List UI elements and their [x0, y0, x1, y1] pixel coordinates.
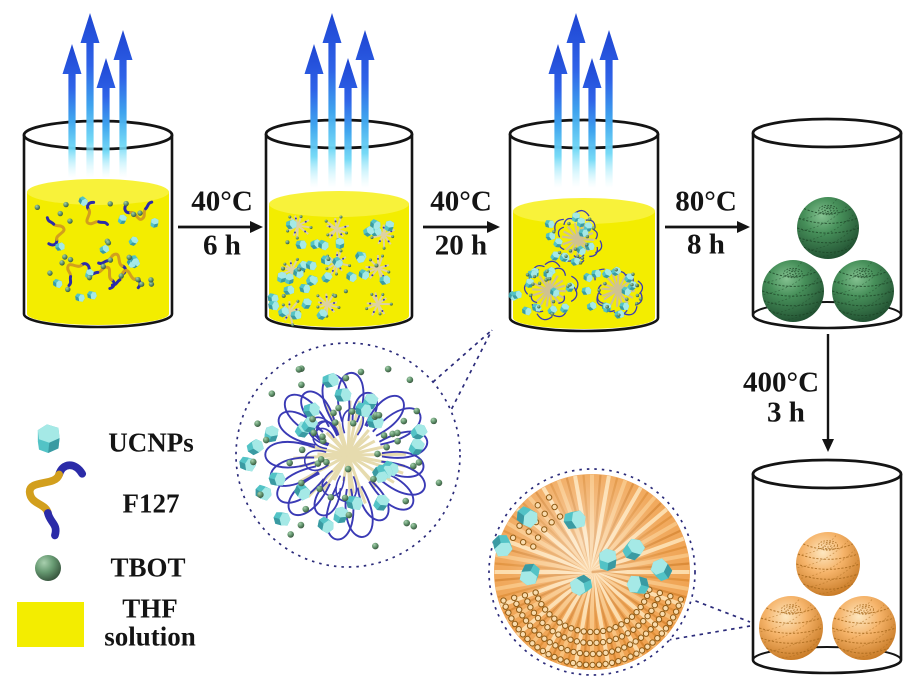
f127-chain-icon	[25, 461, 87, 540]
beaker-large-micelles-contents	[508, 209, 644, 321]
evaporation-arrows-3	[548, 13, 619, 188]
beaker-mixture-contents	[34, 196, 159, 302]
legend-label-thf: THF solution	[104, 593, 196, 652]
legend-label-tbot: TBOT	[110, 552, 186, 583]
micelle-zoom-view	[235, 342, 461, 568]
step1-temp-label: 40°C	[191, 185, 253, 218]
step2-temp-label: 40°C	[430, 185, 492, 218]
legend-label-ucnps: UCNPs	[108, 427, 194, 458]
thf-solution-swatch	[17, 602, 84, 647]
beaker-mixture	[22, 119, 174, 329]
legend-label-f127: F127	[122, 488, 180, 519]
step3-temp-label: 80°C	[675, 185, 737, 218]
evaporation-arrows-1	[62, 13, 133, 178]
step3-time-label: 8 h	[687, 228, 725, 261]
orange-spheres	[759, 532, 896, 660]
reaction-step-arrows	[178, 221, 834, 452]
tbot-sphere-icon	[35, 555, 61, 581]
step2-time-label: 20 h	[434, 229, 488, 262]
step4-temp-label: 400°C	[742, 366, 820, 399]
green-spheres	[762, 197, 894, 322]
step4-time-label: 3 h	[767, 396, 805, 429]
evaporation-arrows-2	[304, 13, 375, 188]
ucnp-icon	[37, 424, 60, 453]
beaker-micelle-forming-contents	[267, 215, 395, 327]
calcined-sphere-zoom-view	[488, 468, 696, 676]
step1-time-label: 6 h	[203, 229, 241, 262]
zoom-callout-lines	[432, 329, 751, 641]
